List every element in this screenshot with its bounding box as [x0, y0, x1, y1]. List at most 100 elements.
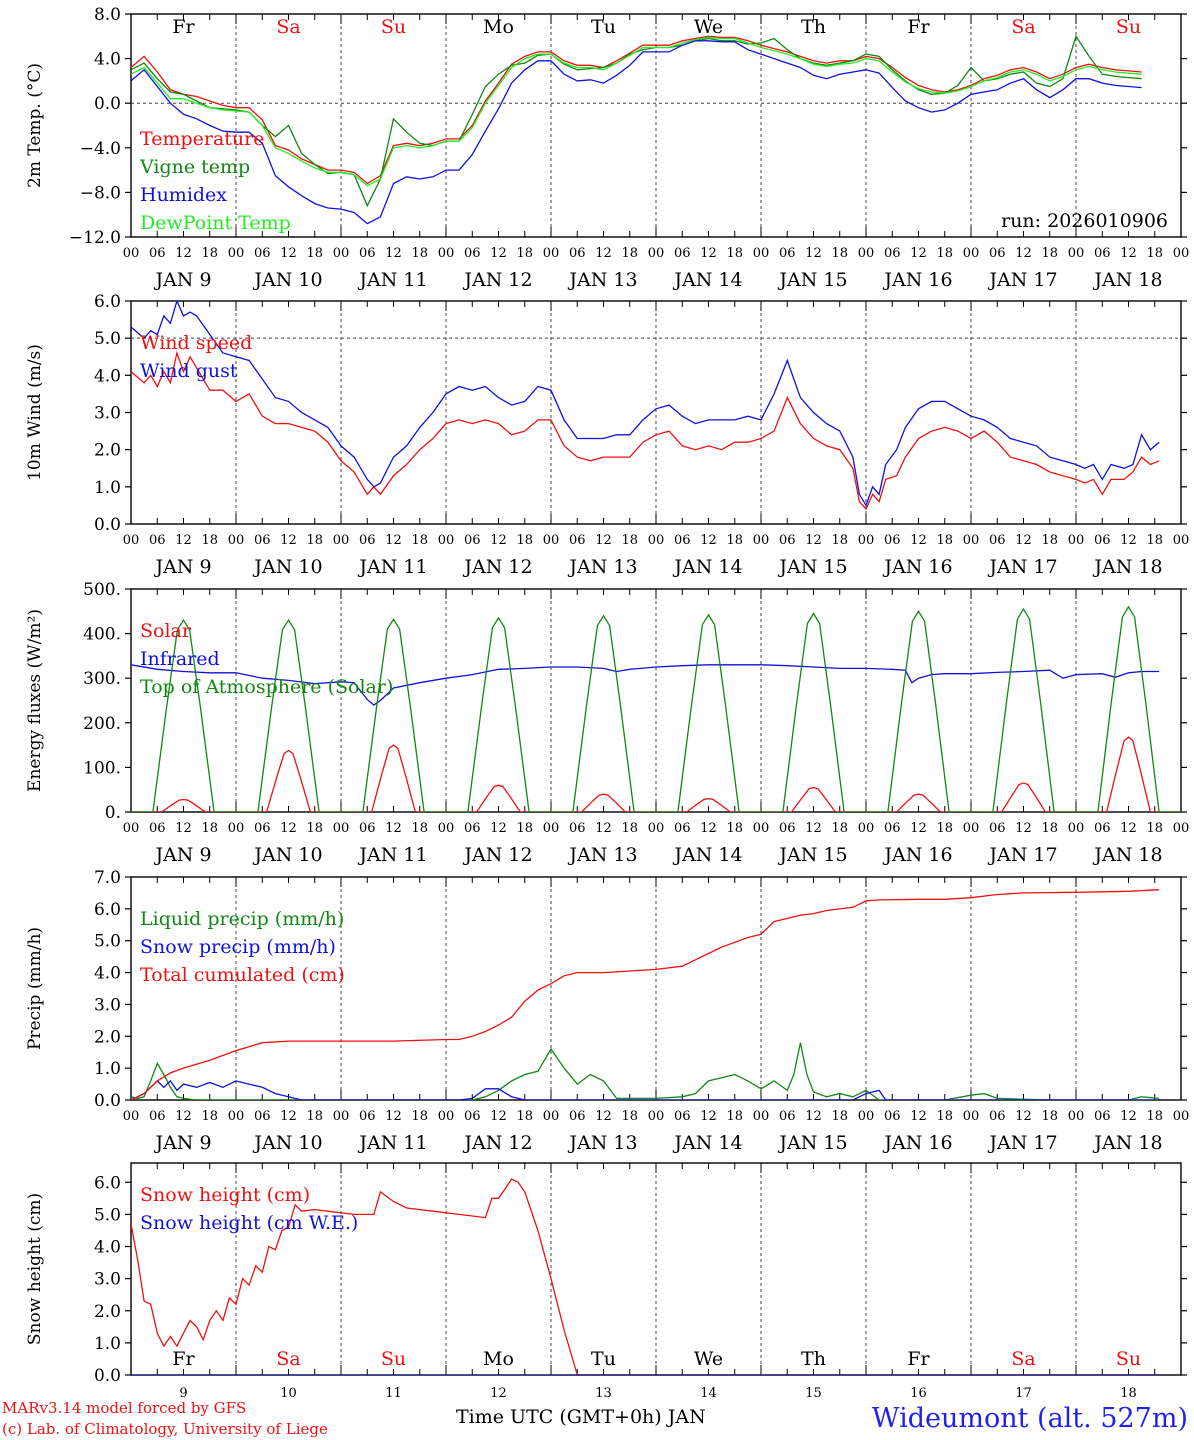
station-name: Wideumont (alt. 527m) [872, 1403, 1188, 1434]
energy-hour-label: 00 [648, 821, 665, 836]
energy-hour-label: 18 [1041, 821, 1058, 836]
precip-hour-label: 12 [385, 1109, 402, 1124]
snow-ytick-label: 3.0 [94, 1270, 121, 1290]
temperature-hour-label: 00 [438, 246, 455, 261]
precip-hour-label: 06 [779, 1109, 796, 1124]
precip-legend-total-cumulated-cm-: Total cumulated (cm) [140, 964, 345, 986]
temperature-series-vigne-temp [131, 34, 1142, 208]
wind-date-label: JAN 13 [567, 556, 637, 578]
temperature-hour-label: 18 [726, 246, 743, 261]
energy-hour-label: 18 [201, 821, 218, 836]
energy-hour-label: 00 [438, 821, 455, 836]
temperature-legend-humidex: Humidex [140, 184, 227, 206]
wind-ytick-label: 2.0 [94, 441, 121, 461]
wind-date-label: JAN 9 [153, 556, 211, 578]
wind-series-wind-speed [131, 350, 1160, 511]
temperature-series-humidex [131, 40, 1142, 225]
temperature-hour-label: 18 [201, 246, 218, 261]
energy-series-solar [131, 736, 1181, 812]
temperature-hour-label: 18 [621, 246, 638, 261]
energy-date-label: JAN 9 [153, 844, 211, 866]
precip-date-label: JAN 10 [252, 1132, 322, 1154]
temperature-date-label: JAN 11 [357, 269, 427, 291]
energy-hour-label: 12 [595, 821, 612, 836]
energy-hour-label: 12 [385, 821, 402, 836]
temperature-hour-label: 12 [910, 246, 927, 261]
temperature-ytick-label: −4.0 [80, 139, 121, 159]
energy-date-label: JAN 15 [777, 844, 847, 866]
precip-hour-label: 18 [621, 1109, 638, 1124]
energy-ytick-label: 400. [83, 625, 121, 645]
snow-ytick-label: 4.0 [94, 1238, 121, 1258]
energy-hour-label: 12 [490, 821, 507, 836]
wind-hour-label: 18 [726, 533, 743, 548]
energy-ytick-label: 300. [83, 669, 121, 689]
energy-date-label: JAN 18 [1092, 844, 1162, 866]
precip-date-label: JAN 13 [567, 1132, 637, 1154]
precip-hour-label: 00 [1068, 1109, 1085, 1124]
snow-ytick-label: 0.0 [94, 1366, 121, 1386]
energy-hour-label: 06 [1094, 821, 1111, 836]
precip-hour-label: 00 [228, 1109, 245, 1124]
temperature-hour-label: 06 [569, 246, 586, 261]
snow-weekday-label: Fr [172, 1348, 195, 1370]
precip-hour-label: 06 [989, 1109, 1006, 1124]
energy-hour-label: 12 [280, 821, 297, 836]
temperature-series-temperature [131, 35, 1142, 185]
energy-series-top-of-atmosphere-solar- [131, 605, 1181, 812]
energy-hour-label: 00 [333, 821, 350, 836]
wind-legend-wind-speed: Wind speed [140, 332, 252, 354]
precip-hour-label: 06 [1094, 1109, 1111, 1124]
wind-hour-label: 12 [280, 533, 297, 548]
wind-hour-label: 06 [1094, 533, 1111, 548]
panel-wind: 6.0 5.0 4.0 3.0 2.0 1.0 0.0 10m Wind (m/s) 00 06 1… [25, 292, 1189, 578]
precip-hour-label: 00 [333, 1109, 350, 1124]
wind-hour-label: 12 [805, 533, 822, 548]
temperature-series-dewpoint-temp [131, 36, 1142, 187]
precip-ytick-label: 7.0 [94, 868, 121, 888]
temperature-weekday-label: Fr [172, 16, 195, 38]
wind-hour-label: 00 [1173, 533, 1190, 548]
energy-hour-label: 12 [910, 821, 927, 836]
energy-date-label: JAN 13 [567, 844, 637, 866]
precip-series-total-cumulated-cm- [131, 889, 1160, 1100]
energy-series-infrared [131, 664, 1160, 706]
energy-hour-label: 18 [621, 821, 638, 836]
precip-hour-label: 18 [411, 1109, 428, 1124]
precip-hour-label: 00 [543, 1109, 560, 1124]
precip-hour-label: 00 [123, 1109, 140, 1124]
precip-date-label: JAN 18 [1092, 1132, 1162, 1154]
temperature-ytick-label: 8.0 [94, 5, 121, 25]
precip-date-label: JAN 17 [987, 1132, 1057, 1154]
precip-hour-label: 18 [306, 1109, 323, 1124]
precip-hour-label: 18 [1146, 1109, 1163, 1124]
wind-hour-label: 18 [1041, 533, 1058, 548]
panel-energy: 500. 400. 300. 200. 100. 0. Energy fluxes (W/m… [25, 580, 1189, 866]
precip-hour-label: 06 [149, 1109, 166, 1124]
precip-hour-label: 00 [858, 1109, 875, 1124]
temperature-hour-label: 12 [595, 246, 612, 261]
temperature-legend-temperature: Temperature [140, 128, 264, 150]
x-axis-label: Time UTC (GMT+0h) JAN [456, 1406, 706, 1428]
temperature-date-label: JAN 16 [882, 269, 952, 291]
precip-hour-label: 06 [674, 1109, 691, 1124]
temperature-ytick-label: −12.0 [69, 228, 121, 248]
temperature-hour-label: 06 [1094, 246, 1111, 261]
temperature-hour-label: 00 [333, 246, 350, 261]
wind-date-label: JAN 16 [882, 556, 952, 578]
temperature-date-label: JAN 13 [567, 269, 637, 291]
snow-day-number: 12 [490, 1386, 507, 1401]
wind-series-group [131, 301, 1160, 511]
wind-hour-label: 00 [753, 533, 770, 548]
wind-hour-label: 18 [1146, 533, 1163, 548]
precip-hour-label: 12 [280, 1109, 297, 1124]
wind-ylabel: 10m Wind (m/s) [25, 344, 45, 481]
temperature-date-label: JAN 10 [252, 269, 322, 291]
wind-date-label: JAN 15 [777, 556, 847, 578]
precip-hour-label: 18 [831, 1109, 848, 1124]
temperature-hour-label: 06 [884, 246, 901, 261]
precip-ytick-label: 0.0 [94, 1091, 121, 1111]
energy-hour-label: 12 [1120, 821, 1137, 836]
precip-ytick-label: 5.0 [94, 932, 121, 952]
